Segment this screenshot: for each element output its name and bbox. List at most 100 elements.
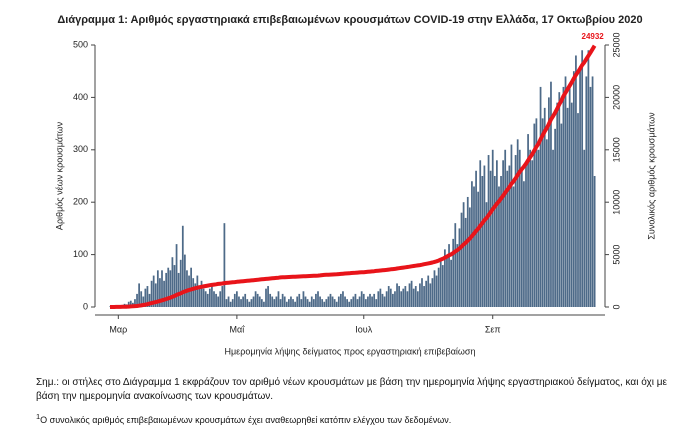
bar: [464, 217, 467, 307]
y2-tick-label: 0: [611, 304, 621, 309]
bar: [506, 170, 509, 307]
bar: [194, 283, 197, 307]
bar: [398, 286, 400, 307]
bar: [362, 293, 365, 307]
bar: [329, 293, 332, 307]
bar: [523, 181, 525, 307]
bar: [479, 160, 482, 307]
bar: [288, 299, 290, 307]
bar: [568, 86, 571, 307]
bar: [156, 270, 159, 307]
bar: [129, 300, 132, 307]
y-tick-label: 400: [73, 92, 88, 102]
bar: [161, 270, 163, 307]
bar: [500, 176, 502, 307]
bar: [471, 181, 473, 307]
bar: [165, 272, 168, 307]
bar: [452, 238, 455, 307]
bar: [371, 296, 373, 307]
bar: [483, 165, 486, 307]
bar: [377, 291, 380, 307]
bar: [562, 86, 565, 307]
bar: [458, 228, 461, 307]
line-end-label: 24932: [582, 32, 605, 41]
bar: [298, 293, 301, 307]
bar: [335, 301, 338, 307]
bar: [260, 299, 263, 307]
bar: [350, 299, 353, 307]
bar: [238, 296, 240, 307]
bar: [456, 244, 459, 307]
bar: [566, 107, 569, 307]
bar: [508, 165, 511, 307]
bar: [437, 267, 440, 307]
bar: [312, 299, 315, 307]
bar: [527, 134, 529, 307]
bar: [512, 186, 515, 307]
bar: [460, 212, 463, 307]
bar: [406, 291, 409, 307]
footnote: 1Ο συνολικός αριθμός επιβεβαιωμένων κρου…: [36, 410, 676, 427]
bar: [340, 293, 342, 307]
bar: [127, 301, 130, 307]
bar: [400, 291, 403, 307]
bar: [502, 160, 504, 307]
bar: [142, 296, 145, 307]
bar: [277, 291, 280, 307]
bar: [327, 296, 330, 307]
bar: [283, 296, 286, 307]
bar: [211, 286, 213, 307]
bar: [244, 293, 247, 307]
bar: [173, 265, 176, 307]
bar: [213, 291, 215, 307]
bar: [254, 291, 257, 307]
bar: [473, 186, 475, 307]
cumulative-line: [110, 44, 597, 309]
bar: [321, 299, 324, 307]
bar: [325, 299, 328, 307]
bar: [577, 113, 579, 308]
bar: [225, 299, 228, 307]
bar: [337, 296, 340, 307]
bar: [593, 176, 596, 307]
bar: [570, 102, 573, 307]
bar: [344, 296, 346, 307]
bar: [352, 296, 355, 307]
bar: [252, 296, 255, 307]
bar: [392, 293, 394, 307]
bar: [396, 283, 398, 307]
bar: [431, 278, 434, 307]
bar: [267, 286, 269, 307]
bar: [572, 71, 575, 307]
bar: [306, 299, 309, 307]
bar: [556, 102, 559, 307]
bar: [171, 257, 174, 307]
bar: [516, 139, 519, 307]
bar: [421, 278, 423, 307]
y-tick-label: 500: [73, 39, 88, 49]
note: Σημ.: οι στήλες στο Διάγραμμα 1 εκφράζου…: [36, 377, 667, 402]
footnote-text: Ο συνολικός αριθμός επιβεβαιωμένων κρουσ…: [40, 415, 452, 425]
bar: [292, 299, 294, 307]
bar: [558, 92, 561, 307]
x-tick-label: Μαΐ: [230, 324, 246, 334]
y2-tick-label: 20000: [611, 85, 621, 110]
bar: [373, 293, 376, 307]
bar: [477, 191, 480, 307]
bar: [290, 296, 292, 307]
bar: [419, 283, 421, 307]
bar: [358, 296, 361, 307]
bar: [175, 244, 178, 307]
bar: [529, 149, 532, 307]
y-tick-label: 0: [83, 301, 88, 311]
bar: [394, 291, 396, 307]
bar: [271, 296, 274, 307]
bar: [425, 280, 428, 307]
bar: [389, 288, 392, 307]
bar: [219, 291, 222, 307]
y-tick-label: 200: [73, 197, 88, 207]
bar: [375, 299, 378, 307]
bar: [192, 278, 195, 307]
bar: [560, 123, 563, 307]
